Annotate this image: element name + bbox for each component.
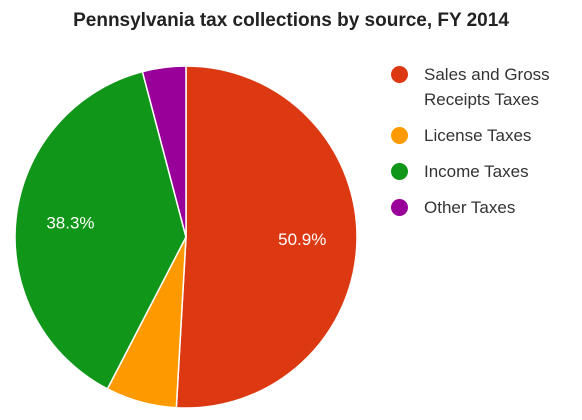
legend-label: License Taxes — [424, 126, 532, 145]
legend-label: Other Taxes — [424, 198, 516, 217]
legend-item-sales: Sales and Gross Receipts Taxes — [391, 62, 576, 112]
legend-swatch — [391, 199, 408, 216]
legend-swatch — [391, 163, 408, 180]
pie-slice-income-taxes — [14, 70, 187, 390]
legend-swatch — [391, 66, 408, 83]
legend-label: Sales and Gross Receipts Taxes — [424, 65, 550, 109]
legend-label: Income Taxes — [424, 162, 529, 181]
pie-slice-other-taxes — [141, 65, 187, 238]
legend-item-income: Income Taxes — [391, 159, 576, 184]
legend-item-license: License Taxes — [391, 123, 576, 148]
data-label-income-taxes: 38.3% — [46, 214, 94, 233]
legend-item-other: Other Taxes — [391, 195, 576, 220]
legend: Sales and Gross Receipts Taxes License T… — [391, 62, 576, 231]
pie-slice-sales-and-gross-receipts-taxes — [175, 65, 358, 409]
chart-title: Pennsylvania tax collections by source, … — [73, 10, 509, 31]
data-label-sales-and-gross-receipts-taxes: 50.9% — [278, 230, 326, 249]
legend-swatch — [391, 127, 408, 144]
